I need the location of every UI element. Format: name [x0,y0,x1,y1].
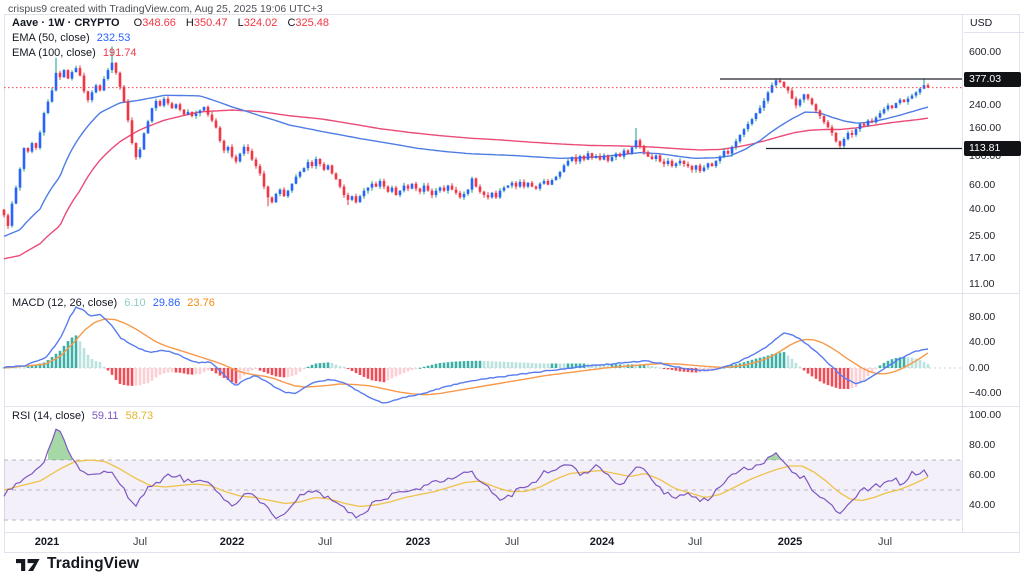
price-axis-label: 240.00 [969,98,1002,111]
macd-axis-label: −40.00 [969,387,1002,399]
price-line-badge: 113.81 [964,140,1021,156]
time-axis-label: 2024 [589,536,615,548]
ema50-label: EMA (50, close) [12,32,90,44]
macd-histogram [2,335,930,389]
ema50-value: 232.53 [96,32,131,44]
macd-signal-value: 23.76 [187,297,215,309]
rsi-value: 59.11 [91,410,119,422]
rsi-ma-line [3,459,929,508]
ema100-value: 191.74 [102,47,137,59]
time-axis-label: Jul [877,536,893,548]
price-axis-label: 17.00 [969,252,996,265]
rsi-axis-label: 80.00 [969,438,996,451]
price-axis-label: 60.00 [969,179,996,192]
rsi-axis-label: 100.00 [969,408,1002,421]
ema100-line [3,109,929,260]
low-value: 324.02 [243,17,278,29]
time-axis-label: 2022 [219,536,245,548]
price-axis-label: 25.00 [969,229,996,242]
price-rays[interactable] [720,78,962,150]
ema100-label: EMA (100, close) [12,47,96,59]
open-value: 348.66 [142,17,176,29]
close-label: C [287,17,296,29]
rsi-axis-label: 40.00 [969,498,996,511]
macd-legend[interactable]: MACD (12, 26, close) 6.10 29.86 23.76 [12,297,215,309]
open-label: O [133,17,143,29]
rsi-axis-label: 60.00 [969,468,996,481]
tradingview-logo[interactable]: TradingView [16,555,139,573]
tradingview-logo-icon [16,558,40,571]
chart-attribution: crispus9 created with TradingView.com, A… [8,3,323,15]
price-axis-label: 160.00 [969,122,1002,135]
ema50-legend[interactable]: EMA (50, close) 232.53 [12,32,130,44]
macd-line [3,306,929,404]
price-axis-unit[interactable]: USD [964,14,1024,33]
rsi-line [3,428,929,520]
low-label: L [237,17,244,29]
symbol-title: Aave · 1W · CRYPTO [12,17,120,29]
rsi-band [4,459,962,521]
macd-signal-line [3,318,929,396]
ema100-legend[interactable]: EMA (100, close) 191.74 [12,47,136,59]
tradingview-logo-text: TradingView [47,555,140,572]
macd-axis-label: 0.00 [969,361,990,374]
time-axis-label: Jul [132,536,148,548]
price-axis-label: 11.00 [969,277,995,290]
time-axis-label: 2021 [34,536,60,548]
candles-layer[interactable] [2,46,930,229]
time-axis-label: 2023 [405,536,431,548]
rsi-label: RSI (14, close) [12,410,85,422]
time-axis-label: Jul [317,536,333,548]
price-line-badge: 377.03 [964,71,1021,87]
macd-hist-value: 6.10 [124,297,146,309]
close-value: 325.48 [295,17,330,29]
high-label: H [185,17,194,29]
rsi-overbought-fill [48,429,780,460]
high-value: 350.47 [193,17,228,29]
time-axis-label: 2025 [777,536,803,548]
symbol-legend[interactable]: Aave · 1W · CRYPTO O348.66 H350.47 L324.… [12,17,329,29]
rsi-ma-value: 58.73 [125,410,154,422]
macd-axis-label: 40.00 [969,336,996,348]
price-axis-label: 40.00 [969,202,996,215]
macd-axis-label: 80.00 [969,310,996,323]
price-axis-label: 600.00 [969,45,1002,58]
rsi-legend[interactable]: RSI (14, close) 59.11 58.73 [12,410,153,422]
time-axis-label: Jul [687,536,703,548]
pane-dividers [4,14,1020,553]
macd-label: MACD (12, 26, close) [12,297,118,309]
ema50-line [3,94,929,238]
macd-line-value: 29.86 [152,297,181,309]
time-axis-label: Jul [504,536,520,548]
